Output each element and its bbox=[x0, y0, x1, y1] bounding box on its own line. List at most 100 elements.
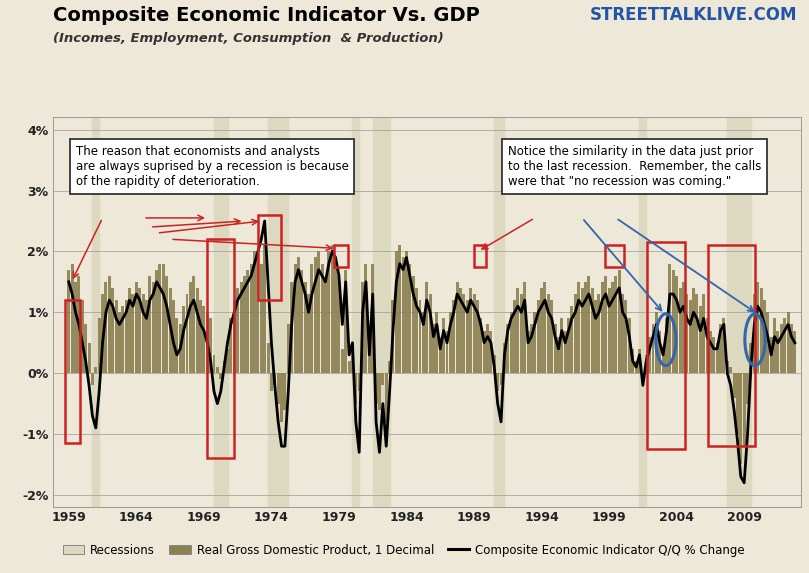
Bar bbox=[760, 288, 763, 373]
Bar bbox=[95, 367, 97, 373]
Bar bbox=[634, 361, 637, 373]
Bar bbox=[331, 245, 333, 373]
Bar bbox=[647, 242, 684, 449]
Bar bbox=[87, 343, 91, 373]
Bar bbox=[489, 331, 493, 373]
Bar bbox=[409, 264, 411, 373]
Bar bbox=[280, 373, 283, 422]
Bar bbox=[290, 282, 293, 373]
Bar bbox=[268, 117, 288, 507]
Bar bbox=[550, 300, 553, 373]
Text: STREETTALKLIVE.COM: STREETTALKLIVE.COM bbox=[590, 6, 797, 23]
Bar bbox=[214, 117, 227, 507]
Bar bbox=[790, 324, 793, 373]
Bar bbox=[638, 349, 641, 373]
Bar bbox=[544, 282, 546, 373]
Bar bbox=[263, 245, 266, 373]
Bar bbox=[303, 282, 307, 373]
Bar bbox=[314, 257, 317, 373]
Bar bbox=[258, 215, 281, 300]
Bar bbox=[601, 282, 604, 373]
Bar bbox=[574, 294, 577, 373]
Bar bbox=[705, 319, 709, 373]
Bar bbox=[494, 117, 505, 507]
Bar bbox=[162, 264, 165, 373]
Bar bbox=[193, 276, 195, 373]
Bar bbox=[702, 294, 705, 373]
Bar bbox=[794, 331, 796, 373]
Bar bbox=[739, 373, 743, 465]
Bar bbox=[67, 270, 70, 373]
Bar bbox=[513, 300, 516, 373]
Bar bbox=[783, 319, 786, 373]
Bar bbox=[111, 288, 114, 373]
Bar bbox=[608, 288, 611, 373]
Bar bbox=[91, 373, 94, 385]
Bar bbox=[736, 373, 739, 434]
Bar bbox=[365, 264, 367, 373]
Bar bbox=[148, 276, 151, 373]
Bar bbox=[253, 252, 256, 373]
Bar bbox=[239, 282, 243, 373]
Bar bbox=[452, 300, 455, 373]
Bar bbox=[570, 306, 574, 373]
Bar bbox=[642, 373, 644, 379]
Bar bbox=[611, 282, 614, 373]
Bar bbox=[581, 288, 583, 373]
Bar bbox=[753, 294, 756, 373]
Bar bbox=[371, 264, 375, 373]
Bar bbox=[243, 276, 246, 373]
Bar bbox=[361, 282, 364, 373]
Bar bbox=[320, 264, 324, 373]
Bar bbox=[324, 282, 327, 373]
Bar bbox=[412, 276, 415, 373]
Bar bbox=[429, 294, 432, 373]
Bar bbox=[618, 270, 621, 373]
Bar bbox=[682, 282, 685, 373]
Bar bbox=[415, 288, 418, 373]
Bar bbox=[375, 373, 378, 403]
Bar bbox=[455, 282, 459, 373]
Bar bbox=[671, 270, 675, 373]
Bar bbox=[712, 336, 715, 373]
Bar bbox=[222, 361, 226, 373]
Bar bbox=[395, 252, 398, 373]
Text: Composite Economic Indicator Vs. GDP: Composite Economic Indicator Vs. GDP bbox=[53, 6, 480, 25]
Bar bbox=[78, 276, 80, 373]
Bar bbox=[98, 319, 100, 373]
Bar bbox=[553, 324, 557, 373]
Bar bbox=[520, 294, 523, 373]
Bar bbox=[719, 324, 722, 373]
Bar bbox=[648, 336, 651, 373]
Bar bbox=[746, 373, 749, 403]
Bar bbox=[266, 343, 269, 373]
Bar bbox=[159, 264, 162, 373]
Bar bbox=[418, 300, 421, 373]
Bar bbox=[260, 264, 263, 373]
Bar bbox=[341, 349, 344, 373]
Legend: Recessions, Real Gross Domestic Product, 1 Decimal, Composite Economic Indicator: Recessions, Real Gross Domestic Product,… bbox=[58, 539, 750, 562]
Bar bbox=[132, 294, 134, 373]
Bar bbox=[621, 294, 624, 373]
Bar bbox=[270, 373, 273, 391]
Bar bbox=[81, 300, 84, 373]
Bar bbox=[479, 319, 482, 373]
Bar bbox=[368, 343, 371, 373]
Bar bbox=[676, 276, 678, 373]
Bar bbox=[472, 294, 476, 373]
Bar bbox=[70, 264, 74, 373]
Bar bbox=[631, 349, 634, 373]
Bar bbox=[527, 331, 530, 373]
Bar bbox=[344, 270, 347, 373]
Bar bbox=[777, 331, 779, 373]
Bar bbox=[297, 257, 300, 373]
Bar bbox=[598, 294, 600, 373]
Bar bbox=[246, 270, 249, 373]
Text: (Incomes, Employment, Consumption  & Production): (Incomes, Employment, Consumption & Prod… bbox=[53, 32, 443, 45]
Bar bbox=[474, 245, 486, 266]
Bar bbox=[108, 276, 111, 373]
Bar bbox=[74, 282, 77, 373]
Bar bbox=[665, 319, 668, 373]
Bar bbox=[219, 373, 222, 379]
Bar bbox=[256, 257, 260, 373]
